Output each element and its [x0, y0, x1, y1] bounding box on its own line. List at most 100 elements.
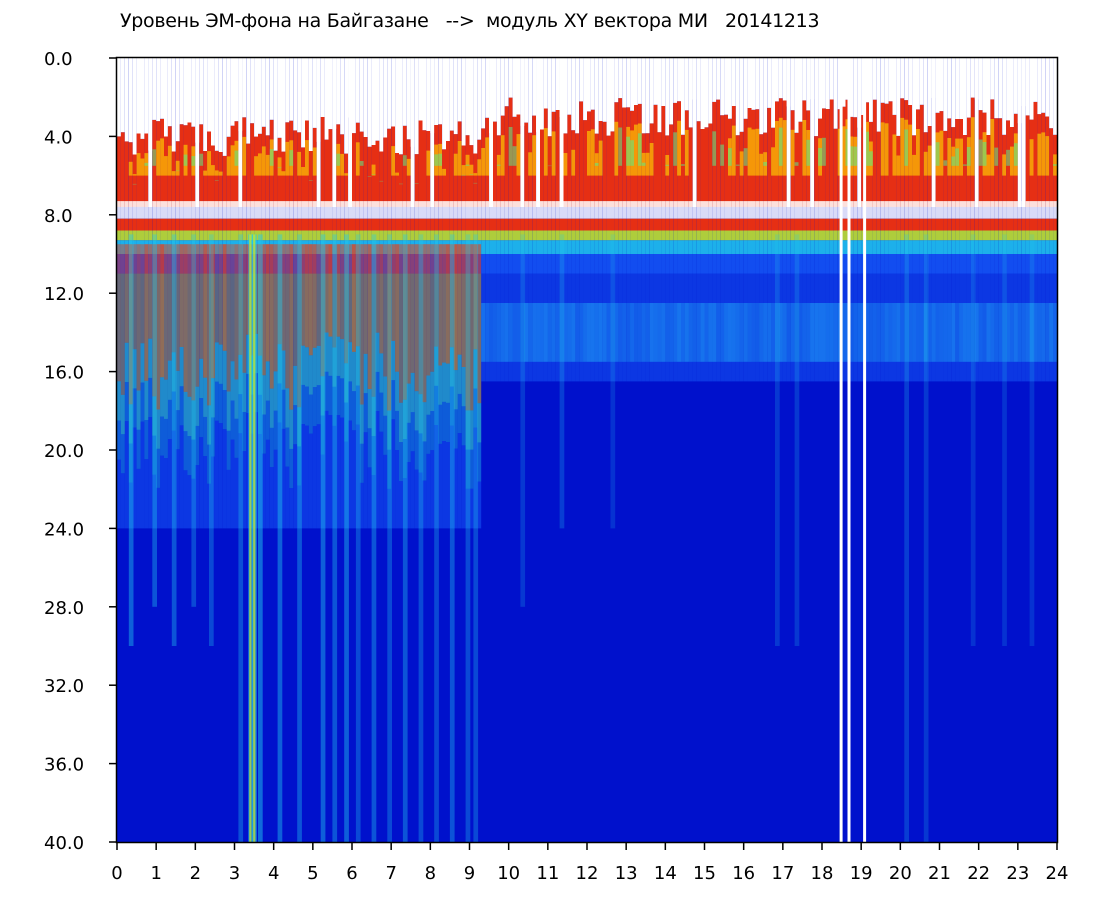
heat-cell [939, 273, 944, 382]
heat-cell [352, 230, 356, 241]
heat-cell [324, 244, 329, 333]
heat-cell [594, 240, 599, 254]
heat-cell [512, 218, 517, 231]
heat-cell [743, 240, 748, 254]
heat-cell [579, 58, 584, 102]
heat-cell [144, 162, 149, 166]
heat-cell [865, 58, 869, 103]
heat-cell [211, 58, 215, 146]
heat-cell [340, 201, 345, 219]
heat-cell [927, 201, 932, 219]
heat-cell [673, 230, 678, 241]
heat-cell [720, 201, 725, 219]
heat-cell [167, 58, 172, 127]
heat-cell [649, 303, 654, 362]
heat-cell [1021, 58, 1026, 107]
heat-cell [731, 240, 736, 254]
heat-cell [955, 254, 960, 274]
heat-cell [849, 58, 854, 117]
heat-cell [359, 230, 364, 241]
heat-cell [148, 273, 153, 378]
heat-cell [865, 201, 869, 219]
heat-cell [473, 273, 478, 389]
heat-cell [966, 58, 971, 118]
heat-cell [1049, 218, 1054, 231]
heat-cell [183, 391, 188, 471]
heat-cell [218, 201, 223, 219]
heat-cell [708, 201, 713, 219]
heat-cell [708, 273, 713, 382]
heat-cell [277, 201, 282, 219]
heat-cell [277, 230, 282, 241]
heat-cell [211, 145, 215, 207]
heat-cell [226, 254, 231, 274]
heat-cell [677, 303, 681, 362]
heat-cell [481, 58, 486, 129]
heat-cell [524, 303, 529, 362]
heat-cell [124, 141, 129, 207]
heat-cell [669, 201, 674, 219]
heat-cell [140, 343, 145, 422]
heat-cell [199, 58, 204, 125]
heat-cell [258, 273, 262, 395]
heat-cell [426, 375, 431, 454]
heat-cell [822, 230, 826, 241]
heat-cell [124, 244, 129, 343]
heat-cell [978, 240, 983, 254]
heat-cell [230, 254, 235, 274]
heat-cell [414, 58, 419, 155]
heat-cell [939, 303, 944, 362]
heat-cell [124, 421, 129, 529]
heat-cell [375, 254, 380, 274]
heat-cell [336, 273, 341, 376]
heat-cell [822, 303, 826, 362]
heat-cell [575, 218, 580, 231]
heat-streak [371, 234, 377, 842]
heat-cell [203, 218, 208, 231]
heat-cell [230, 361, 235, 440]
heat-cell [731, 58, 736, 106]
heat-cell [414, 154, 419, 207]
heat-cell [500, 135, 505, 176]
heat-cell [281, 254, 286, 274]
heat-cell [935, 218, 940, 231]
heat-cell [587, 201, 591, 219]
heat-cell [571, 149, 576, 176]
heat-cell [590, 240, 595, 254]
heat-cell [261, 201, 266, 219]
heat-cell [461, 165, 466, 176]
heat-cell [869, 254, 873, 274]
heat-cell [183, 230, 188, 241]
heat-cell [222, 155, 227, 207]
heat-cell [293, 230, 298, 241]
heat-cell [132, 427, 137, 529]
heat-cell [888, 240, 893, 254]
heat-cell [630, 58, 634, 111]
heat-cell [285, 240, 290, 254]
heat-cell [1045, 136, 1050, 176]
heat-cell [923, 230, 928, 241]
heat-cell [751, 273, 756, 382]
heat-cell [927, 240, 932, 254]
heat-cell [442, 244, 446, 363]
heat-cell [481, 240, 486, 254]
heat-cell [743, 201, 748, 219]
heat-cell [508, 201, 513, 219]
heat-cell [876, 58, 881, 132]
heat-cell [187, 122, 192, 207]
heat-cell [892, 218, 897, 231]
heat-cell [536, 230, 540, 241]
heat-cell [963, 254, 967, 274]
heat-cell [532, 218, 537, 231]
heat-cell [974, 230, 979, 241]
heat-cell [540, 240, 544, 254]
y-tick-label: 8.0 [44, 206, 73, 227]
heat-cell [884, 218, 889, 231]
heat-cell [614, 121, 619, 176]
heat-cell [841, 303, 846, 362]
heat-cell [128, 404, 133, 483]
heat-cell [688, 303, 693, 362]
heat-cell [1017, 201, 1022, 219]
heat-cell [446, 141, 450, 207]
heat-cell [916, 230, 920, 241]
